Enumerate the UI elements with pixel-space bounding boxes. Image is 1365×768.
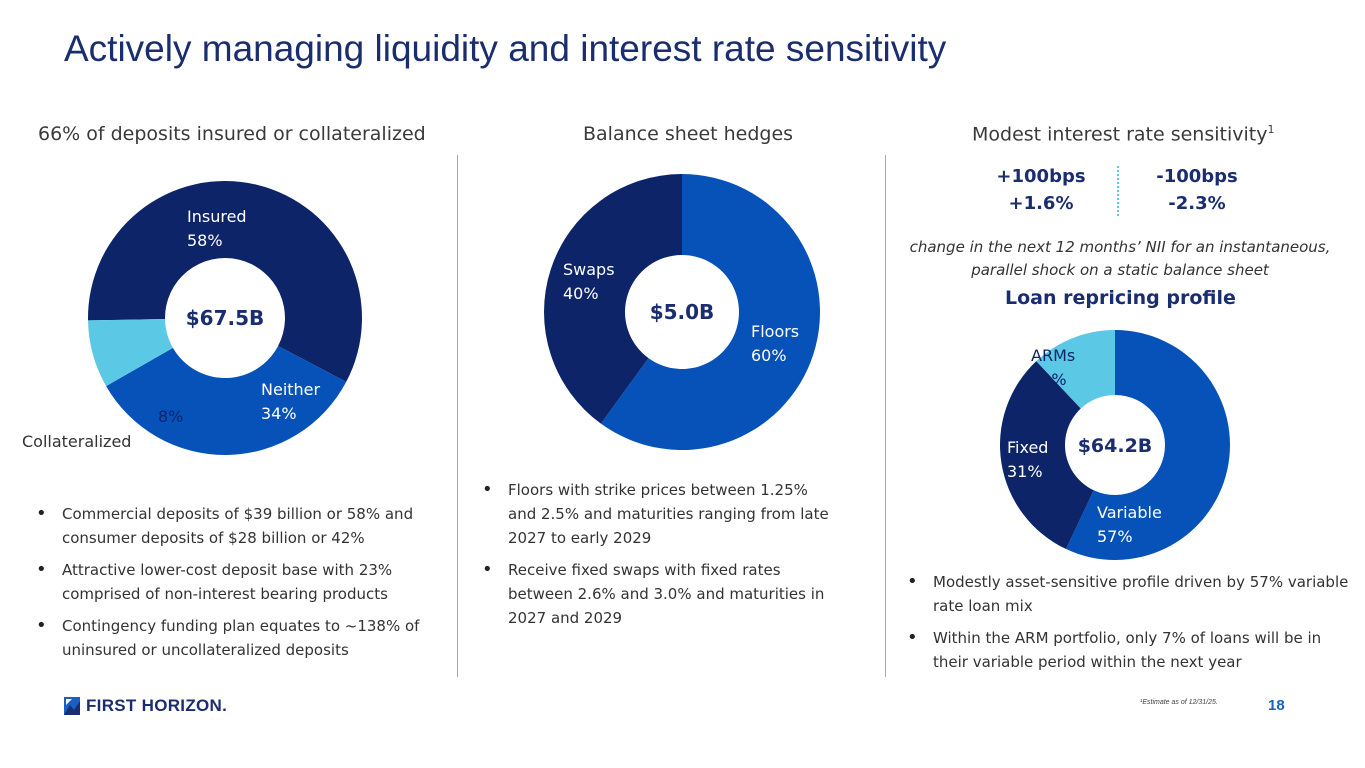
loans-bullet-list: Modestly asset-sensitive profile driven …: [905, 570, 1355, 682]
list-item: Attractive lower-cost deposit base with …: [34, 558, 434, 606]
list-item: Within the ARM portfolio, only 7% of loa…: [905, 626, 1355, 674]
slide-title: Actively managing liquidity and interest…: [64, 28, 947, 69]
hedges-bullet-list: Floors with strike prices between 1.25% …: [480, 478, 840, 638]
sensitivity-heading-text: Modest interest rate sensitivity: [972, 123, 1268, 146]
up-shock-block: +100bps +1.6%: [981, 163, 1101, 217]
first-horizon-logo: FIRST HORIZON.: [64, 696, 227, 716]
slice-value-label: 57%: [1097, 527, 1133, 546]
list-item: Contingency funding plan equates to ~138…: [34, 614, 434, 662]
slice-value-label: 12%: [1031, 370, 1067, 389]
deposits-heading: 66% of deposits insured or collateralize…: [38, 123, 426, 145]
sensitivity-separator: [1117, 166, 1119, 216]
donut-slice-insured: [88, 181, 362, 382]
footnote-marker: 1: [1267, 123, 1275, 136]
logo-mark-icon: [64, 697, 80, 715]
hedges-heading: Balance sheet hedges: [583, 123, 793, 145]
list-item: Receive fixed swaps with fixed rates bet…: [480, 558, 840, 630]
donut-slice-arms: [1036, 330, 1115, 409]
loan-repricing-heading: Loan repricing profile: [1005, 287, 1236, 309]
slice-name-label: Collateralized: [22, 432, 131, 451]
donut-slice-fixed: [999, 361, 1094, 550]
slice-name-label: Floors: [751, 322, 799, 341]
sensitivity-note: change in the next 12 months’ NII for an…: [909, 238, 1331, 279]
slice-name-label: Insured: [187, 207, 247, 226]
donut-slice-collateralized: [88, 319, 173, 387]
down-shock-value: -2.3%: [1168, 193, 1226, 214]
donut-center-label: $5.0B: [650, 300, 715, 324]
column-divider-left: [457, 155, 458, 677]
list-item: Floors with strike prices between 1.25% …: [480, 478, 840, 550]
list-item: Modestly asset-sensitive profile driven …: [905, 570, 1355, 618]
page-number: 18: [1268, 697, 1285, 714]
slice-name-label: Variable: [1097, 503, 1162, 522]
slice-value-label: 8%: [158, 407, 183, 426]
donut-slice-variable: [1066, 330, 1230, 560]
logo-text: FIRST HORIZON.: [86, 696, 228, 715]
hedges-heading-text: Balance sheet hedges: [583, 123, 794, 145]
footnote: ¹Estimate as of 12/31/25.: [1140, 699, 1218, 706]
sensitivity-heading: Modest interest rate sensitivity1: [972, 123, 1274, 145]
slice-value-label: 34%: [261, 404, 297, 423]
down-shock-block: -100bps -2.3%: [1137, 163, 1257, 217]
down-shock-label: -100bps: [1156, 166, 1238, 187]
donut-slice-neither: [106, 345, 347, 455]
slice-name-label: Neither: [261, 380, 321, 399]
slice-name-label: Fixed: [1007, 438, 1048, 457]
up-shock-value: +1.6%: [1008, 193, 1074, 214]
list-item: Commercial deposits of $39 billion or 58…: [34, 502, 434, 550]
column-divider-right: [885, 155, 886, 677]
donut-slice-swaps: [544, 174, 682, 424]
slice-value-label: 58%: [187, 231, 223, 250]
slice-name-label: ARMs: [1031, 346, 1075, 365]
donut-slice-floors: [600, 174, 820, 450]
slice-value-label: 40%: [563, 284, 599, 303]
slice-name-label: Swaps: [563, 260, 615, 279]
slice-value-label: 60%: [751, 346, 787, 365]
slice-value-label: 31%: [1007, 462, 1043, 481]
donut-center-label: $67.5B: [186, 306, 265, 330]
donut-center-label: $64.2B: [1078, 435, 1153, 457]
deposits-bullet-list: Commercial deposits of $39 billion or 58…: [34, 502, 434, 670]
up-shock-label: +100bps: [996, 166, 1086, 187]
